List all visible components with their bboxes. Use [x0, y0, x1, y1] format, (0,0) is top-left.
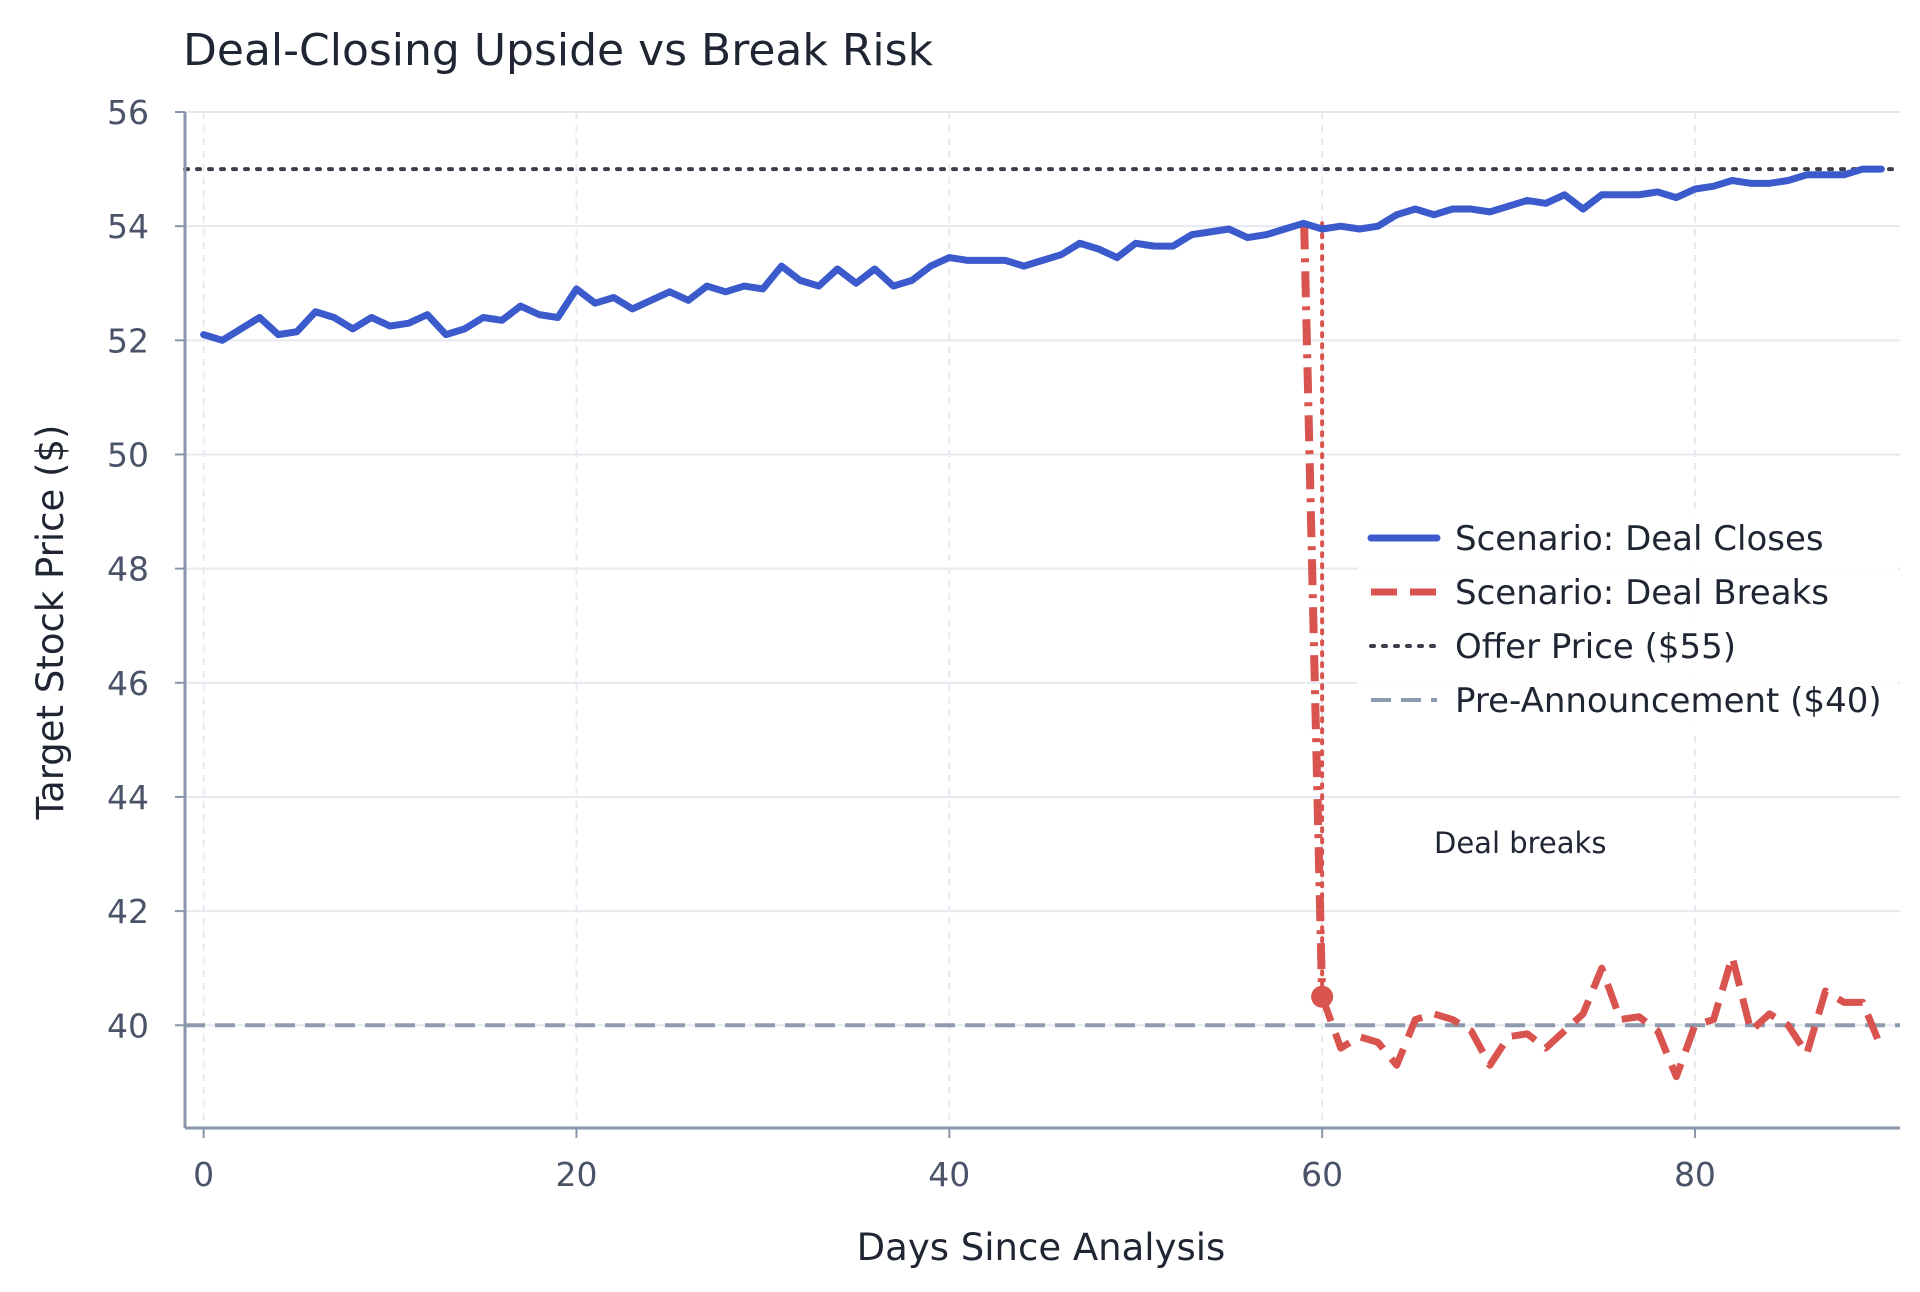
y-tick-label-50: 50 [107, 435, 149, 474]
x-tick-label-60: 60 [1301, 1155, 1343, 1194]
legend-label-deal-breaks: Scenario: Deal Breaks [1455, 573, 1829, 613]
y-tick-label-42: 42 [107, 892, 149, 931]
x-tick-label-20: 20 [555, 1155, 597, 1194]
series-line-deal-breaks [1318, 953, 1885, 1081]
y-axis-label: Target Stock Price ($) [29, 425, 72, 821]
y-tick-label-48: 48 [107, 550, 149, 589]
y-tick-label-44: 44 [107, 778, 149, 817]
tick-labels: 40 42 44 46 48 50 52 54 56 0 20 40 60 80 [107, 93, 1716, 1194]
legend-label-offer-price: Offer Price ($55) [1455, 627, 1736, 667]
legend: Scenario: Deal Closes Scenario: Deal Bre… [1358, 508, 1898, 730]
x-tick-label-80: 80 [1674, 1155, 1716, 1194]
y-tick-label-40: 40 [107, 1006, 149, 1045]
legend-label-deal-closes: Scenario: Deal Closes [1455, 519, 1824, 559]
legend-background [1358, 508, 1898, 730]
break-drop-dashdot [1300, 223, 1327, 997]
y-tick-label-54: 54 [107, 207, 149, 246]
series-layer [200, 165, 1885, 1081]
break-point-marker [1311, 985, 1334, 1008]
reference-lines [183, 167, 1902, 1028]
y-tick-label-52: 52 [107, 321, 149, 360]
annotation-deal-breaks: Deal breaks [1434, 826, 1606, 860]
x-tick-label-40: 40 [928, 1155, 970, 1194]
x-axis-label: Days Since Analysis [857, 1226, 1226, 1269]
legend-label-pre-announcement: Pre-Announcement ($40) [1455, 681, 1882, 721]
axes [175, 111, 1900, 1138]
y-tick-label-56: 56 [107, 93, 149, 132]
x-tick-label-0: 0 [193, 1155, 214, 1194]
series-line-deal-closes [200, 165, 1885, 344]
y-tick-label-46: 46 [107, 664, 149, 703]
chart-title: Deal-Closing Upside vs Break Risk [183, 25, 934, 76]
